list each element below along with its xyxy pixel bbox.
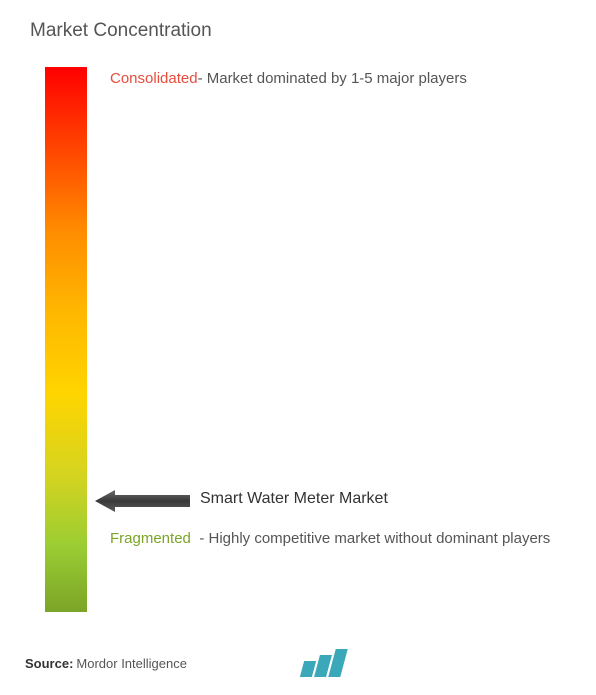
mordor-logo-icon bbox=[302, 649, 344, 677]
chart-area: Consolidated - Market dominated by 1-5 m… bbox=[25, 67, 571, 622]
fragmented-description: - Highly competitive market without domi… bbox=[199, 530, 550, 547]
fragmented-label-row: Fragmented - Highly competitive market w… bbox=[110, 525, 570, 554]
consolidated-label-row: Consolidated - Market dominated by 1-5 m… bbox=[110, 70, 467, 87]
source-label: Source: bbox=[25, 656, 73, 671]
consolidated-description: - Market dominated by 1-5 major players bbox=[198, 70, 467, 87]
concentration-gradient-bar bbox=[45, 67, 87, 612]
source-name: Mordor Intelligence bbox=[76, 656, 187, 671]
source-row: Source: Mordor Intelligence bbox=[25, 649, 344, 677]
arrow-left-icon bbox=[95, 490, 190, 512]
page-title: Market Concentration bbox=[30, 20, 571, 42]
fragmented-label: Fragmented bbox=[110, 530, 191, 547]
consolidated-label: Consolidated bbox=[110, 70, 198, 87]
market-name-label: Smart Water Meter Market bbox=[200, 490, 388, 508]
marker-arrow bbox=[95, 490, 190, 517]
